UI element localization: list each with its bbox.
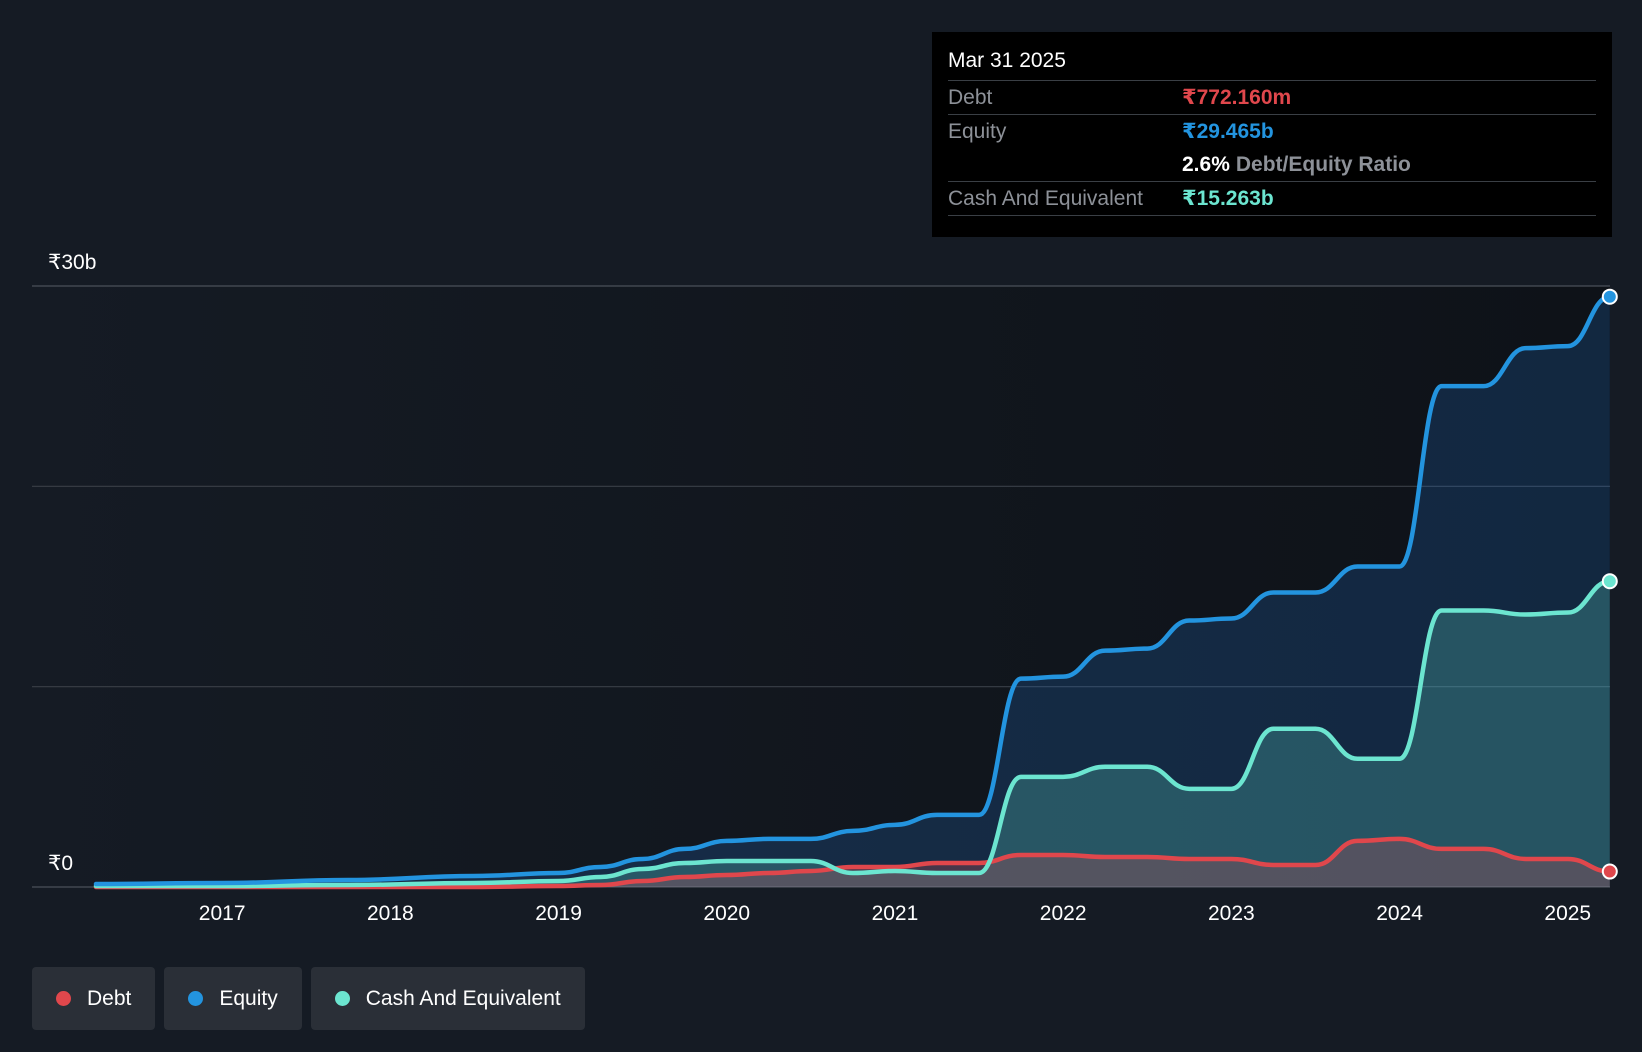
- tooltip-ratio-value: 2.6%: [1182, 152, 1230, 176]
- x-tick-label-2022: 2022: [1040, 902, 1087, 925]
- area-equity: [96, 296, 1610, 887]
- tooltip-equity-row: Equity ₹29.465b: [948, 114, 1596, 148]
- tooltip-cash-value: ₹15.263b: [1182, 187, 1274, 210]
- tooltip-date: Mar 31 2025: [948, 49, 1066, 72]
- area-cash: [96, 581, 1610, 887]
- series-areas: [96, 296, 1610, 887]
- tooltip-ratio-label: Debt/Equity Ratio: [1235, 152, 1411, 176]
- legend-item-equity[interactable]: Equity: [164, 967, 302, 1030]
- tooltip-ratio-row: 2.6% Debt/Equity Ratio: [948, 148, 1596, 181]
- end-marker-debt: [1601, 863, 1618, 880]
- x-tick-labels: 2017 2018 2019 2020 2021 2022 2023 2024 2025: [199, 902, 1591, 925]
- x-tick-label-2025: 2025: [1544, 902, 1591, 925]
- legend-label-equity: Equity: [219, 986, 278, 1010]
- x-tick-label-2019: 2019: [535, 902, 582, 925]
- tooltip-debt-label: Debt: [948, 85, 993, 109]
- tooltip-cash-label: Cash And Equivalent: [948, 186, 1143, 210]
- y-tick-labels: ₹30b ₹0: [48, 251, 96, 875]
- x-tick-label-2024: 2024: [1376, 902, 1423, 925]
- legend-label-cash: Cash And Equivalent: [365, 986, 561, 1010]
- legend-label-debt: Debt: [87, 986, 132, 1010]
- x-tick-label-2023: 2023: [1208, 902, 1255, 925]
- tooltip-debt-row: Debt ₹772.160m: [948, 80, 1596, 114]
- x-tick-label-2018: 2018: [367, 902, 414, 925]
- legend-dot-debt-icon: [56, 991, 71, 1006]
- tooltip-cash-row: Cash And Equivalent ₹15.263b: [948, 181, 1596, 216]
- legend-dot-cash-icon: [334, 991, 350, 1006]
- legend-item-cash[interactable]: Cash And Equivalent: [310, 967, 585, 1030]
- line-debt: [93, 836, 1613, 890]
- end-marker-equity: [1601, 288, 1618, 305]
- line-equity: [93, 294, 1613, 887]
- chart-legend: Debt Equity Cash And Equivalent: [32, 967, 585, 1030]
- plot-area-background: [32, 286, 1610, 887]
- tooltip-debt-value: ₹772.160m: [1182, 86, 1292, 109]
- end-markers: [1601, 288, 1618, 880]
- series-lines: [93, 294, 1613, 890]
- tooltip-equity-label: Equity: [948, 119, 1007, 143]
- tooltip-panel: Mar 31 2025 Debt ₹772.160m Equity ₹29.46…: [932, 32, 1612, 237]
- x-tick-label-2017: 2017: [199, 902, 246, 925]
- area-debt: [96, 838, 1610, 887]
- x-tick-label-2021: 2021: [872, 902, 919, 925]
- end-marker-cash: [1601, 573, 1618, 590]
- y-tick-label-1: ₹0: [48, 852, 73, 875]
- legend-dot-equity-icon: [188, 991, 204, 1006]
- tooltip-equity-value: ₹29.465b: [1182, 120, 1274, 143]
- x-tick-label-2020: 2020: [703, 902, 750, 925]
- legend-item-debt[interactable]: Debt: [32, 967, 156, 1030]
- y-tick-label-0: ₹30b: [48, 251, 96, 274]
- line-cash: [93, 578, 1613, 889]
